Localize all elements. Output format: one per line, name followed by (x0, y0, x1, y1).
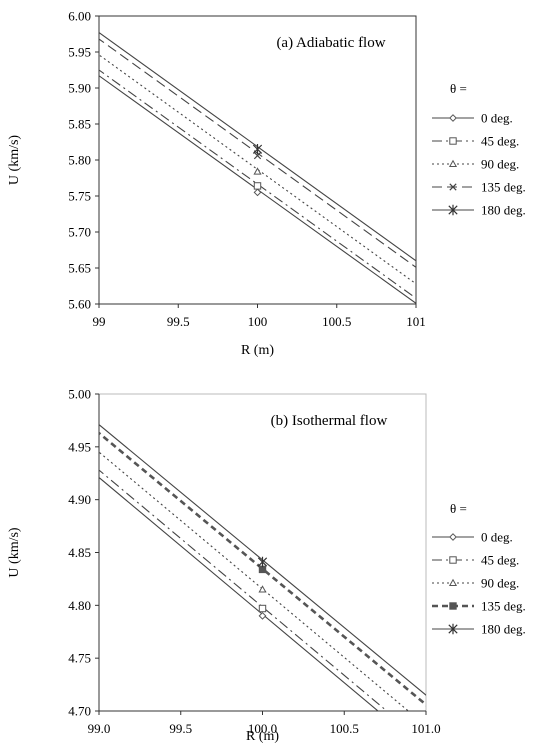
y-tick-label: 4.90 (68, 492, 91, 507)
x-tick-label: 99 (93, 314, 106, 329)
legend-entry-label: 45 deg. (481, 553, 519, 568)
legend-entry-label: 90 deg. (481, 157, 519, 172)
chart-1: 4.70 4.75 4.80 4.85 4.90 4.95 5.00 99.0 99.5 100.… (7, 387, 526, 745)
legend-swatch-marker (449, 114, 457, 122)
x-tick-label: 100.0 (248, 721, 277, 736)
legend: θ = 0 deg. 45 deg. 90 deg. 135 deg. 180 deg. (432, 81, 526, 218)
y-tick-label: 5.70 (68, 225, 91, 240)
y-tick-label: 6.00 (68, 9, 91, 24)
chart-title: (a) Adiabatic flow (276, 35, 385, 51)
x-tick-label: 100.5 (330, 721, 359, 736)
data-point-marker (252, 144, 263, 155)
x-tick-label: 99.0 (88, 721, 111, 736)
legend-entry-label: 45 deg. (481, 134, 519, 149)
legend-swatch-marker (448, 159, 458, 168)
legend: θ = 0 deg. 45 deg. 90 deg. 135 deg. 180 deg. (432, 501, 526, 637)
x-tick-label: 101.0 (411, 721, 440, 736)
y-tick-label: 5.65 (68, 261, 91, 276)
y-tick-label: 4.80 (68, 598, 91, 613)
y-tick-label: 4.70 (68, 704, 91, 719)
legend-entry-label: 135 deg. (481, 599, 526, 614)
legend-swatch-marker (448, 204, 458, 216)
legend-swatch-marker (449, 183, 457, 191)
series-line (99, 69, 416, 299)
y-tick-label: 5.60 (68, 297, 91, 312)
legend-swatch-marker (448, 623, 458, 635)
y-axis-label: U (km/s) (7, 527, 22, 578)
legend-entry-label: 90 deg. (481, 576, 519, 591)
x-tick-label: 101 (406, 314, 426, 329)
y-tick-label: 5.75 (68, 189, 91, 204)
x-tick-label: 100.5 (322, 314, 351, 329)
series-group (99, 423, 426, 711)
data-point-marker (253, 188, 262, 197)
y-tick-label: 4.85 (68, 545, 91, 560)
x-tick-label: 99.5 (167, 314, 190, 329)
legend-entry-label: 180 deg. (481, 203, 526, 218)
y-tick-label: 5.95 (68, 45, 91, 60)
series-line (99, 54, 416, 285)
y-axis-label: U (km/s) (7, 135, 22, 186)
y-tick-label: 5.00 (68, 387, 91, 402)
chart-title: (b) Isothermal flow (271, 413, 388, 429)
legend-entry-label: 0 deg. (481, 111, 513, 126)
y-tick-label: 4.95 (68, 439, 91, 454)
legend-entry-label: 135 deg. (481, 180, 526, 195)
data-point-marker (258, 604, 267, 613)
y-tick-label: 5.80 (68, 153, 91, 168)
y-tick-label: 5.90 (68, 81, 91, 96)
legend-title: θ = (450, 501, 467, 516)
legend-swatch-marker (449, 556, 457, 564)
data-point-marker (253, 152, 262, 160)
series-line (99, 469, 388, 711)
legend-swatch-marker (449, 137, 457, 145)
data-point-marker (258, 585, 267, 593)
x-axis-label: R (m) (246, 729, 279, 744)
x-tick-label: 100 (248, 314, 268, 329)
data-point-marker (258, 611, 267, 620)
plot-frame (98, 15, 417, 305)
data-point-marker (257, 556, 268, 568)
legend-title: θ = (450, 81, 467, 96)
legend-entry-label: 0 deg. (481, 530, 513, 545)
series-line (99, 431, 426, 707)
legend-swatch-marker (448, 578, 458, 587)
chart-0: 5.60 5.65 5.70 5.75 5.80 5.85 5.90 5.95 6.00 99 99… (7, 9, 526, 359)
series-group (99, 31, 416, 304)
x-axis-label: R (m) (241, 343, 274, 358)
y-tick-label: 4.75 (68, 651, 91, 666)
legend-entry-label: 180 deg. (481, 622, 526, 637)
x-tick-label: 99.5 (169, 721, 192, 736)
legend-swatch-marker (449, 602, 457, 610)
data-point-marker (253, 182, 262, 190)
legend-swatch-marker (449, 533, 457, 541)
y-tick-label: 5.85 (68, 117, 91, 132)
data-point-marker (253, 167, 262, 175)
